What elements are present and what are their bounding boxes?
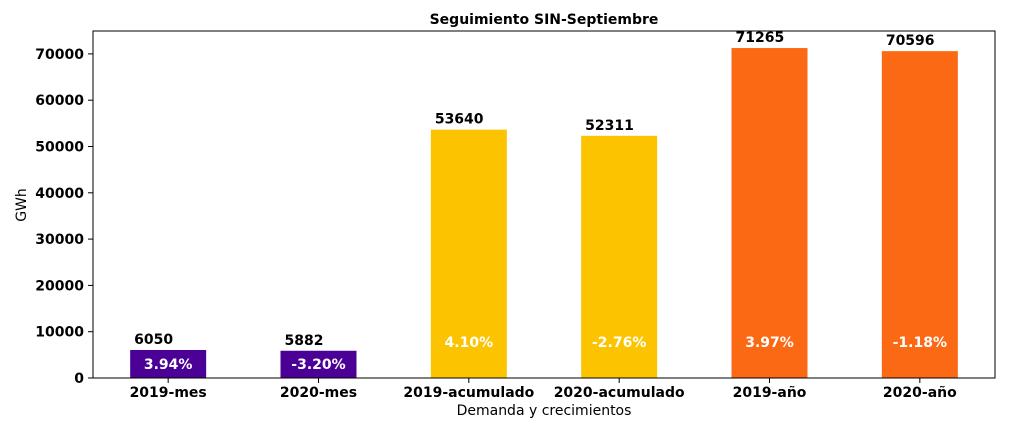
bar: [581, 135, 658, 378]
y-tick-label: 70000: [35, 47, 84, 63]
growth-label: -2.76%: [592, 335, 646, 351]
chart-title: Seguimiento SIN-Septiembre: [430, 12, 659, 28]
bar: [881, 51, 958, 379]
value-label: 5882: [285, 333, 324, 349]
bar: [430, 129, 507, 378]
y-tick-label: 30000: [35, 232, 84, 248]
y-axis: 0 10000 20000 30000 40000 50000 60000 70000: [35, 47, 93, 387]
x-tick-label: 2019-acumulado: [403, 385, 534, 401]
bar: [280, 350, 357, 378]
growth-label: 3.97%: [745, 335, 794, 351]
x-axis: 2019-mes 2020-mes 2019-acumulado 2020-acumu…: [130, 378, 957, 401]
value-label: 6050: [134, 332, 173, 348]
value-label: 70596: [886, 33, 935, 49]
bar: [130, 349, 207, 378]
x-tick-label: 2020-acumulado: [554, 385, 685, 401]
growth-labels-group: 3.94% -3.20% 4.10% -2.76% 3.97% -1.18%: [144, 335, 947, 373]
value-label: 71265: [736, 30, 785, 46]
value-label: 52311: [585, 118, 634, 134]
y-tick-label: 40000: [35, 186, 84, 202]
y-tick-label: 0: [74, 371, 84, 387]
plot-frame: [92, 30, 996, 379]
x-axis-label: Demanda y crecimientos: [457, 403, 632, 419]
growth-label: -3.20%: [291, 357, 345, 373]
x-tick-label: 2019-mes: [130, 385, 207, 401]
value-label: 53640: [435, 112, 484, 128]
growth-label: 4.10%: [445, 335, 494, 351]
y-axis-label: GWh: [14, 188, 30, 222]
x-tick-label: 2019-año: [733, 385, 807, 401]
y-tick-label: 20000: [35, 278, 84, 294]
x-tick-label: 2020-año: [883, 385, 957, 401]
value-labels-group: 6050 5882 53640 52311 71265 70596: [134, 30, 934, 349]
y-tick-label: 10000: [35, 325, 84, 341]
x-tick-label: 2020-mes: [280, 385, 357, 401]
y-tick-label: 60000: [35, 93, 84, 109]
y-tick-label: 50000: [35, 140, 84, 156]
bars-group: [130, 48, 958, 379]
growth-label: -1.18%: [893, 335, 947, 351]
bar: [731, 48, 808, 378]
growth-label: 3.94%: [144, 357, 193, 373]
